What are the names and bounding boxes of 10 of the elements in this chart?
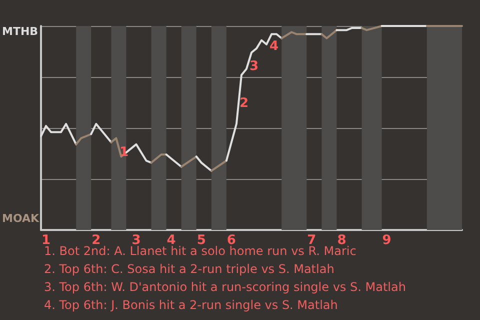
text: 2. Top 6th: C. Sosa hit a 2-run triple vs S. Matlah — [44, 262, 334, 276]
text: MOAK — [2, 212, 40, 225]
text: 3. Top 6th: W. D'antonio hit a run-scoring single vs S. Matlah — [44, 280, 406, 294]
annotation: 2 — [239, 96, 249, 111]
text: MTHB — [2, 25, 38, 38]
annotation: 1 — [119, 145, 129, 160]
x-tick-label: 9 — [382, 233, 392, 248]
annotation: 3 — [249, 59, 259, 74]
annotation: 4 — [269, 39, 279, 54]
text: 4. Top 6th: J. Bonis hit a 2-run single vs S. Matlah — [44, 298, 338, 312]
